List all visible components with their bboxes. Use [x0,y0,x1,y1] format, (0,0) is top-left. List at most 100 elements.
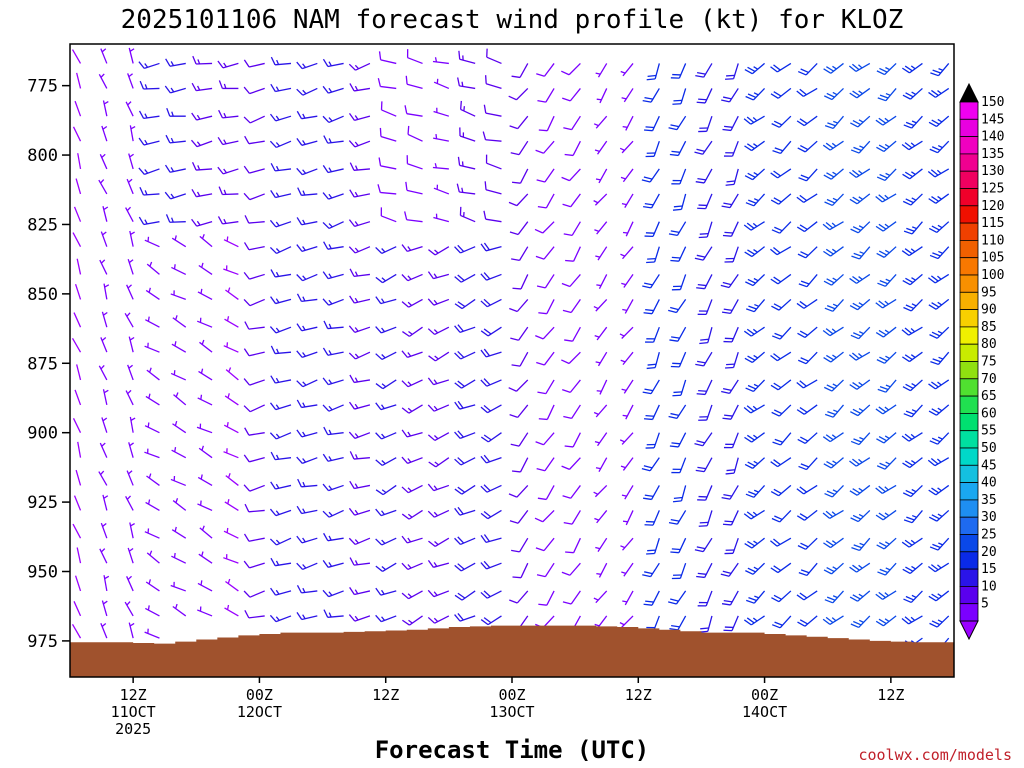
wind-barb [407,125,423,142]
wind-barb [454,400,476,410]
wind-barb [928,115,950,128]
wind-barb [164,191,186,200]
wind-barb [645,140,660,158]
wind-barb [722,404,739,420]
wind-barb [243,348,265,357]
wind-barb [848,62,871,72]
colorbar-swatch [959,291,979,310]
wind-barb [593,484,608,498]
wind-barb [564,432,581,448]
wind-barb [596,562,608,578]
wind-barb [73,312,82,328]
wind-barb [744,246,765,258]
wind-barb [903,221,923,235]
wind-barb [138,110,160,120]
wind-barb [824,298,844,312]
wind-barb [672,379,687,397]
wind-barb [270,557,292,567]
wind-barb [375,537,397,546]
wind-barb [796,379,818,389]
wind-barb [146,550,160,564]
wind-barb [244,427,265,436]
wind-barb [427,615,450,624]
wind-barb [128,153,134,170]
wind-barb [454,351,476,360]
wind-barb [71,49,82,64]
wind-barb [725,351,739,369]
wind-barb [877,273,897,287]
colorbar-swatch [959,257,979,276]
wind-barb [322,377,344,386]
wind-barb [536,562,555,578]
wind-barb [458,50,476,65]
wind-barb [508,87,529,101]
wind-barb [562,88,581,102]
wind-barb [102,389,109,406]
wind-barb [127,547,134,564]
wind-barb [125,495,134,511]
wind-barb [103,283,110,300]
wind-barb [375,562,397,572]
wind-barb [322,483,344,492]
wind-barb [349,587,371,596]
wind-barb [427,559,450,568]
wind-barb [401,484,423,494]
wind-barb [563,221,581,237]
wind-barb [99,442,108,458]
wind-barb [166,107,186,117]
wind-barb [480,378,502,387]
wind-barb [375,326,397,334]
wind-barb [375,273,397,284]
wind-barb [404,105,423,117]
y-tick-label: 825 [27,215,58,235]
wind-barb [744,457,766,469]
wind-barb [823,562,844,575]
wind-barb [594,326,608,341]
x-tick-label: 12Z [625,686,652,704]
wind-barb [98,365,108,381]
wind-barb [796,509,818,521]
wind-barb [349,374,371,384]
colorbar-label: 40 [981,476,997,491]
colorbar-label: 150 [981,95,1004,110]
wind-barb [850,404,871,417]
wind-barb [98,179,108,195]
wind-barb [296,562,318,571]
wind-barb [138,61,160,69]
wind-barb [243,86,265,95]
wind-barb [173,392,187,406]
wind-barb [190,139,213,148]
wind-barb [323,320,344,330]
wind-barb [129,416,136,433]
wind-barb [669,615,687,631]
wind-barb [377,184,397,195]
wind-barb [670,537,687,554]
wind-barb [348,507,371,516]
wind-barb [928,221,950,233]
wind-barb [454,506,476,516]
wind-barb [901,537,923,548]
colorbar-label: 110 [981,233,1004,248]
wind-barb [243,192,265,201]
colorbar-swatch [959,118,979,138]
wind-barb [822,432,844,443]
wind-barb [796,590,818,601]
wind-barb [485,154,502,170]
colorbar-swatch [959,222,979,241]
wind-barb [902,484,923,498]
wind-barb [537,485,555,501]
wind-barb [535,140,555,154]
colorbar-label: 75 [981,355,997,370]
credit-text: coolwx.com/models [858,746,1012,764]
wind-barb [743,404,765,414]
wind-barb [126,284,134,300]
wind-barb [929,432,950,445]
wind-barb [482,131,502,142]
wind-barb [797,140,818,153]
wind-barb [323,241,344,250]
wind-barb [645,432,660,449]
wind-barb [406,49,423,65]
wind-barb [823,168,844,180]
wind-barb [197,394,213,406]
wind-barb [74,284,82,300]
